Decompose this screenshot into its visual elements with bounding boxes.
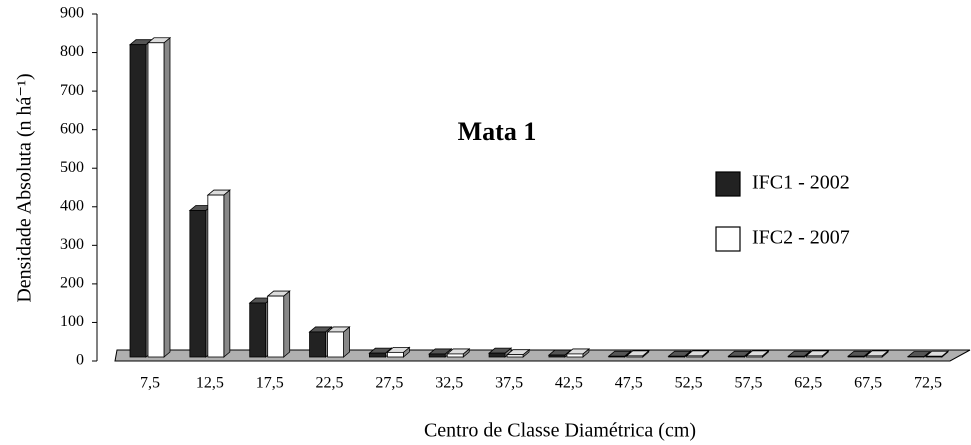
- bar-front: [865, 355, 883, 358]
- x-tick-label: 62,5: [794, 375, 822, 392]
- legend-label: IFC2 - 2007: [752, 227, 850, 249]
- bar-front: [249, 302, 267, 358]
- bar-side: [283, 290, 291, 358]
- x-tick-label: 42,5: [555, 375, 583, 392]
- x-tick-label: 72,5: [914, 375, 942, 392]
- bar: [685, 349, 710, 358]
- bar: [847, 350, 872, 358]
- bar: [805, 349, 830, 358]
- bar-front: [207, 194, 225, 358]
- bar: [505, 348, 531, 358]
- x-tick-label: 52,5: [675, 375, 703, 392]
- bar-front: [728, 355, 745, 358]
- bar-front: [386, 351, 404, 358]
- bar-side: [163, 36, 171, 358]
- floor: [114, 349, 971, 362]
- y-tick-label: 300: [60, 236, 84, 253]
- bar-front: [506, 354, 524, 358]
- y-axis-label: Densidade Absoluta (n há⁻¹): [14, 73, 36, 302]
- bar: [206, 189, 231, 358]
- x-tick-label: 17,5: [256, 375, 284, 392]
- bar: [428, 348, 453, 358]
- bar: [326, 326, 351, 358]
- y-tick-label: 400: [60, 197, 84, 214]
- x-tick-label: 32,5: [435, 375, 463, 392]
- bar: [745, 349, 770, 358]
- bar-front: [787, 355, 805, 358]
- legend-swatch: [715, 226, 741, 252]
- bar: [865, 349, 890, 358]
- y-tick-label: 500: [60, 159, 84, 176]
- bar: [266, 290, 291, 358]
- bar-front: [566, 353, 584, 358]
- bar: [565, 348, 591, 358]
- bar: [146, 36, 172, 358]
- x-tick-label: 47,5: [615, 375, 643, 392]
- x-tick-label: 12,5: [196, 375, 224, 392]
- bar-front: [746, 355, 763, 358]
- y-tick-label: 800: [60, 43, 84, 60]
- bar-front: [309, 331, 326, 358]
- y-tick-label: 200: [60, 275, 84, 292]
- y-tick-label: 0: [76, 352, 84, 369]
- y-tick-label: 600: [60, 120, 84, 137]
- y-tick-label: 700: [60, 82, 84, 99]
- legend-label: IFC1 - 2002: [752, 172, 850, 194]
- bar-front: [805, 355, 823, 358]
- y-tick-label: 100: [60, 313, 84, 330]
- bar-front: [847, 355, 865, 358]
- legend-swatch: [715, 171, 741, 197]
- bar-front: [488, 352, 506, 358]
- bar-front: [548, 354, 566, 358]
- bar: [924, 350, 950, 358]
- bar: [607, 350, 632, 358]
- bar-front: [608, 355, 626, 358]
- chart-title: Mata 1: [458, 117, 537, 146]
- x-tick-label: 57,5: [734, 375, 762, 392]
- bar-front: [446, 353, 464, 358]
- bar-front: [129, 44, 147, 358]
- bar: [906, 350, 932, 358]
- bar: [727, 350, 752, 358]
- y-tick-label: 900: [60, 5, 84, 22]
- bar-front: [668, 355, 686, 358]
- bar-front: [925, 355, 943, 358]
- x-tick-label: 27,5: [375, 375, 403, 392]
- x-tick-label: 7,5: [140, 375, 160, 392]
- x-tick-label: 67,5: [854, 375, 882, 392]
- bar-front: [368, 352, 386, 358]
- bar-front: [686, 355, 704, 358]
- bar-side: [223, 189, 231, 358]
- bar-front: [147, 42, 165, 358]
- bar-front: [428, 353, 446, 358]
- x-axis-label: Centro de Classe Diamétrica (cm): [424, 420, 696, 442]
- x-tick-label: 22,5: [316, 375, 344, 392]
- bar: [625, 349, 650, 358]
- x-tick-label: 37,5: [495, 375, 523, 392]
- bar-front: [267, 295, 285, 358]
- bar-front: [189, 210, 207, 358]
- bar: [446, 348, 471, 358]
- bar: [386, 346, 411, 358]
- bar-front: [327, 331, 344, 358]
- bar-front: [626, 355, 644, 358]
